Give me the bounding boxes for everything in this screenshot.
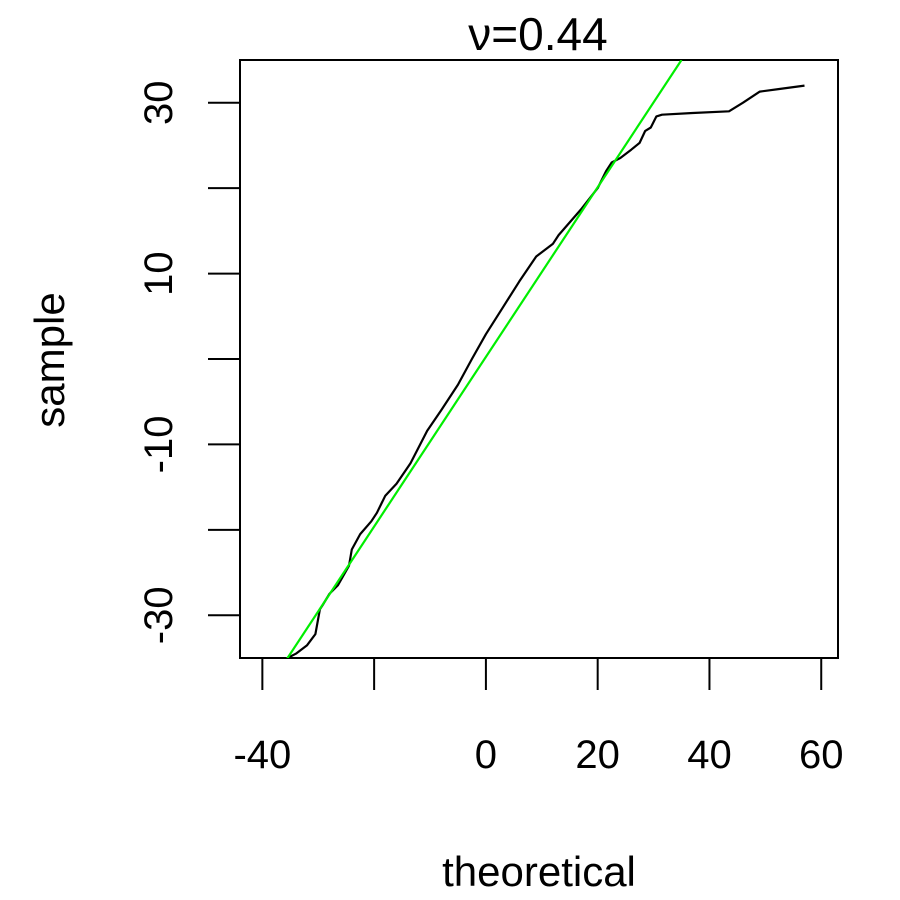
y-axis-label: sample — [26, 292, 73, 427]
x-tick-label: 60 — [799, 733, 844, 777]
series-layer — [286, 60, 805, 658]
sample-quantile-line — [286, 84, 805, 658]
y-tick-label: 10 — [137, 251, 181, 296]
x-axis-label: theoretical — [442, 848, 636, 895]
y-axis: -30 -10 10 30 — [137, 80, 241, 644]
y-tick-label: 30 — [137, 80, 181, 125]
chart-title: ν=0.44 — [468, 8, 607, 60]
plot-frame — [239, 59, 839, 659]
y-tick-label: -10 — [137, 416, 181, 474]
x-tick-label: -40 — [233, 733, 291, 777]
reference-line — [286, 60, 683, 658]
x-tick-label: 20 — [575, 733, 620, 777]
x-tick-label: 40 — [687, 733, 732, 777]
x-tick-label: 0 — [475, 733, 497, 777]
y-tick-label: -30 — [137, 586, 181, 644]
x-axis: -40 0 20 40 60 — [233, 657, 844, 777]
